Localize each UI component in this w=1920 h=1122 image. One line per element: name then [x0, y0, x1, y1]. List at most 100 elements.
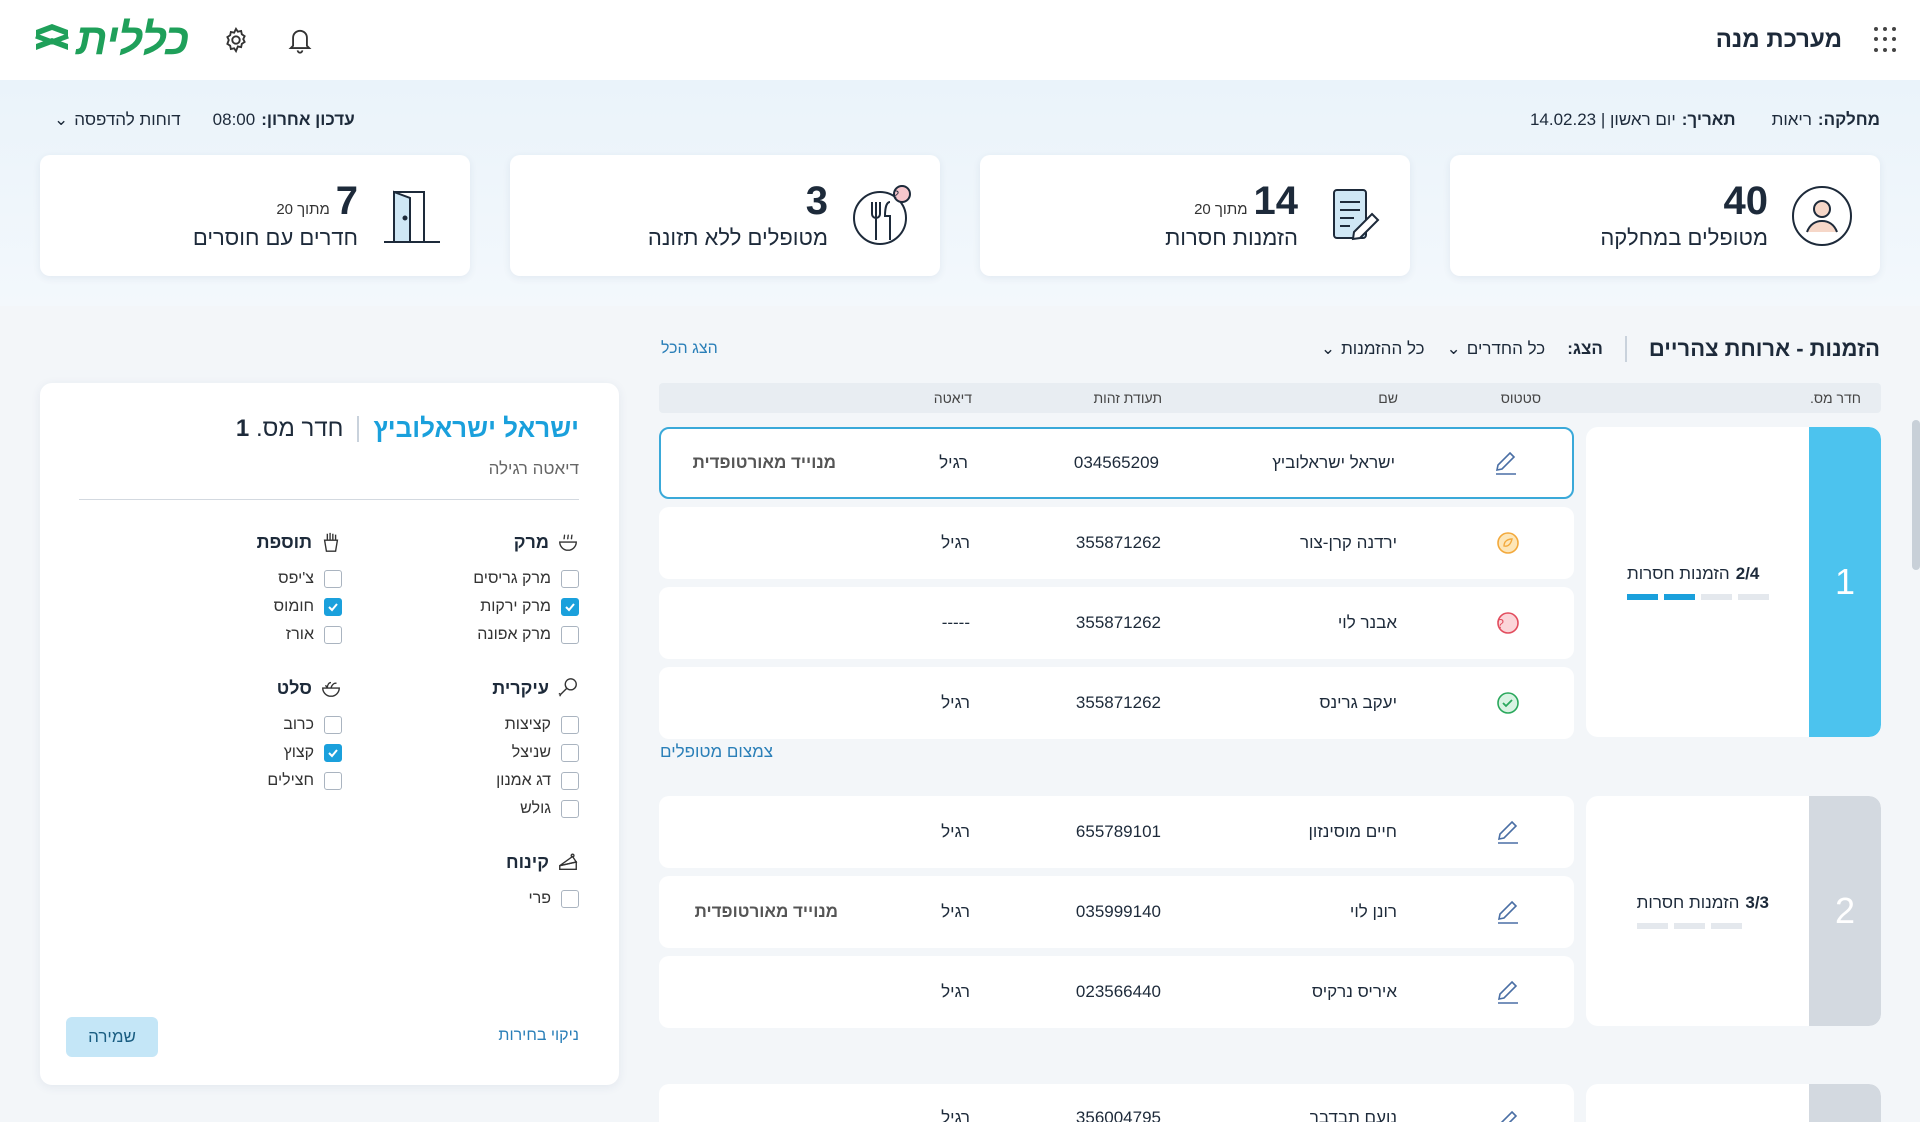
patient-diet: רגיל [941, 693, 970, 712]
print-reports-dropdown[interactable]: דוחות להדפסה ⌄ [54, 110, 181, 130]
edit-icon[interactable] [1492, 449, 1520, 477]
checkbox[interactable] [561, 800, 579, 818]
checkbox[interactable] [561, 890, 579, 908]
table-row[interactable]: איריס נרקיס 023566440 רגיל [659, 956, 1574, 1028]
option-label: אורז [285, 626, 314, 643]
patient-diet: ----- [941, 613, 970, 632]
option-row[interactable]: כרוב [267, 711, 342, 739]
panel-patient-name: ישראל ישראלוביץ [373, 413, 579, 443]
option-row[interactable]: קצוץ [267, 739, 342, 767]
option-label: קציצות [504, 716, 551, 733]
room-card-1[interactable]: 1 2/4 הזמנות חסרות [1586, 427, 1881, 737]
edit-icon[interactable] [1494, 898, 1522, 926]
card-missing-orders[interactable]: 14 מתוך 20 הזמנות חסרות [980, 155, 1410, 276]
apps-grid-icon[interactable] [1870, 27, 1896, 53]
top-bar: מערכת מנה כללית [0, 0, 1920, 80]
checkbox[interactable] [561, 570, 579, 588]
option-row[interactable]: קציצות [492, 711, 579, 739]
option-row[interactable]: חומוס [257, 593, 342, 621]
option-row[interactable]: גולש [492, 795, 579, 823]
svg-text:?: ? [1497, 616, 1504, 631]
option-label: גולש [520, 800, 551, 817]
partial-icon [1494, 529, 1522, 557]
option-row[interactable]: צ'יפס [257, 565, 342, 593]
checkbox[interactable] [324, 626, 342, 644]
edit-icon[interactable] [1494, 818, 1522, 846]
scrollbar[interactable] [1912, 420, 1920, 570]
summary-cards: 40 מטופלים במחלקה 14 מתוך 20 הזמנות חסרות… [40, 155, 1880, 276]
app-title: מערכת מנה [1715, 26, 1842, 53]
department-label: מחלקה: [1817, 110, 1880, 129]
table-row[interactable]: ירדנה קרן-צור 355871262 רגיל [659, 507, 1574, 579]
option-row[interactable]: דג אמנון [492, 767, 579, 795]
option-row[interactable]: שניצל [492, 739, 579, 767]
checkbox[interactable] [324, 570, 342, 588]
edit-icon[interactable] [1494, 1108, 1522, 1122]
checkbox-checked[interactable] [561, 598, 579, 616]
option-label: קצוץ [283, 744, 314, 761]
col-room: חדר מס. [1809, 390, 1861, 406]
checkbox[interactable] [561, 744, 579, 762]
logo: כללית [32, 15, 189, 65]
gear-icon[interactable] [220, 24, 252, 56]
patient-name: חיים מוסינזון [1308, 822, 1397, 841]
header-left: כללית [32, 15, 316, 65]
card-no-nutrition[interactable]: ? 3 מטופלים ללא תזונה [510, 155, 940, 276]
col-name: שם [1378, 390, 1398, 406]
save-button[interactable]: שמירה [66, 1017, 158, 1057]
card-rooms-missing[interactable]: 7 מתוך 20 חדרים עם חוסרים [40, 155, 470, 276]
edit-icon[interactable] [1494, 978, 1522, 1006]
update-row: עדכון אחרון: 08:00 דוחות להדפסה ⌄ [54, 110, 355, 130]
update-value: 08:00 [212, 110, 256, 129]
checkbox[interactable] [324, 772, 342, 790]
question-icon: ? [1494, 609, 1522, 637]
divider [79, 499, 579, 500]
patient-diet: רגיל [941, 822, 970, 841]
option-label: פרי [528, 890, 551, 907]
date: תאריך: יום ראשון | 14.02.23 [1530, 110, 1736, 130]
option-row[interactable]: חצילים [267, 767, 342, 795]
show-all-link[interactable]: הצג הכל [661, 340, 718, 357]
option-label: חצילים [267, 772, 314, 789]
checkbox-checked[interactable] [324, 744, 342, 762]
bell-icon[interactable] [284, 24, 316, 56]
table-row[interactable]: ישראל ישראלוביץ 034565209 רגיל מנוייד מא… [659, 427, 1574, 499]
checkbox[interactable] [324, 716, 342, 734]
checkbox[interactable] [561, 772, 579, 790]
table-row[interactable]: חיים מוסינזון 655789101 רגיל [659, 796, 1574, 868]
option-row[interactable]: פרי [506, 885, 579, 913]
group-dessert: קינוח פרי [506, 851, 579, 913]
card-num: 7 [335, 178, 358, 223]
option-row[interactable]: אורז [257, 621, 342, 649]
option-row[interactable]: מרק גריסים [473, 565, 579, 593]
orders-filter-dropdown[interactable]: כל ההזמנות ⌄ [1321, 339, 1425, 359]
collapse-patients-link[interactable]: צמצום מטופלים [660, 742, 774, 761]
option-label: חומוס [273, 598, 314, 615]
table-row[interactable]: ? אבנר לוי 355871262 ----- [659, 587, 1574, 659]
card-rooms-missing-text: 7 מתוך 20 חדרים עם חוסרים [193, 181, 358, 251]
table-row[interactable]: יעקב גרינס 355871262 רגיל [659, 667, 1574, 739]
rooms-filter-dropdown[interactable]: כל החדרים ⌄ [1447, 339, 1546, 359]
checkbox[interactable] [561, 626, 579, 644]
table-header: חדר מס. סטטוס שם תעודת זהות דיאטה [659, 383, 1881, 413]
option-row[interactable]: מרק ירקות [473, 593, 579, 621]
checkbox-checked[interactable] [324, 598, 342, 616]
clear-selections-link[interactable]: ניקוי בחירות [498, 1027, 579, 1044]
table-row[interactable]: נועם תבדבר 356004795 רגיל [659, 1084, 1574, 1122]
orders-title: הזמנות - ארוחת צהריים [1624, 336, 1880, 362]
orders-header: הזמנות - ארוחת צהריים הצג: כל החדרים ⌄ כל… [1321, 336, 1880, 362]
department: מחלקה: ריאות [1772, 110, 1880, 130]
logo-mark-icon [35, 24, 69, 50]
card-patients[interactable]: 40 מטופלים במחלקה [1450, 155, 1880, 276]
patient-name: רונן לוי [1349, 902, 1397, 921]
cake-icon [559, 853, 578, 871]
room-card-3[interactable] [1586, 1084, 1881, 1122]
option-row[interactable]: מרק אפונה [473, 621, 579, 649]
room-card-2[interactable]: 2 3/3 הזמנות חסרות [1586, 796, 1881, 1026]
date-label: תאריך: [1681, 110, 1736, 129]
checkbox[interactable] [561, 716, 579, 734]
chevron-down-icon: ⌄ [1446, 339, 1461, 358]
patient-name: ירדנה קרן-צור [1300, 533, 1397, 552]
table-row[interactable]: רונן לוי 035999140 רגיל מנוייד מאורטופדי… [659, 876, 1574, 948]
patient-diet: רגיל [939, 453, 968, 472]
